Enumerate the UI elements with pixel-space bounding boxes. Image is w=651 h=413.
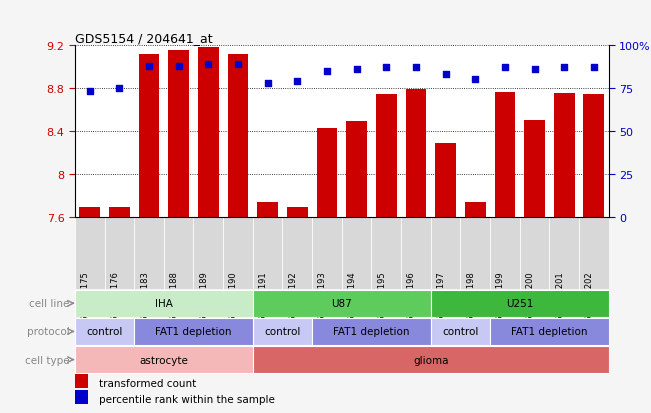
Text: control: control xyxy=(87,327,122,337)
Point xyxy=(144,63,154,70)
Bar xyxy=(109,208,130,217)
Point xyxy=(173,63,184,70)
Text: cell type: cell type xyxy=(25,355,70,365)
Bar xyxy=(524,121,545,217)
Bar xyxy=(257,202,278,217)
Bar xyxy=(312,318,431,345)
Point xyxy=(559,65,570,71)
Bar xyxy=(75,318,134,345)
Text: GDS5154 / 204641_at: GDS5154 / 204641_at xyxy=(75,32,212,45)
Text: control: control xyxy=(264,327,301,337)
Point xyxy=(114,85,124,92)
Text: astrocyte: astrocyte xyxy=(139,355,188,365)
Bar xyxy=(436,143,456,217)
Bar xyxy=(253,346,609,373)
Bar xyxy=(75,346,253,373)
Text: U87: U87 xyxy=(331,299,352,309)
Bar xyxy=(431,290,609,317)
Bar xyxy=(490,318,609,345)
Bar xyxy=(79,208,100,217)
Point xyxy=(500,65,510,71)
Text: percentile rank within the sample: percentile rank within the sample xyxy=(99,394,275,404)
Text: glioma: glioma xyxy=(413,355,449,365)
Bar xyxy=(495,93,515,217)
Text: FAT1 depletion: FAT1 depletion xyxy=(511,327,588,337)
Bar xyxy=(465,202,486,217)
Bar xyxy=(376,95,396,217)
Text: U251: U251 xyxy=(506,299,533,309)
Bar xyxy=(431,318,490,345)
Point xyxy=(381,65,391,71)
Point xyxy=(233,62,243,68)
Point xyxy=(322,68,332,75)
Text: FAT1 depletion: FAT1 depletion xyxy=(155,327,232,337)
Text: transformed count: transformed count xyxy=(99,378,196,388)
Bar xyxy=(554,94,575,217)
Bar xyxy=(139,55,159,217)
Point xyxy=(411,65,421,71)
Text: cell line: cell line xyxy=(29,299,70,309)
Text: protocol: protocol xyxy=(27,327,70,337)
Bar xyxy=(287,208,308,217)
Point xyxy=(352,66,362,73)
Point xyxy=(470,77,480,83)
Point xyxy=(440,72,450,78)
Bar xyxy=(253,290,431,317)
Text: FAT1 depletion: FAT1 depletion xyxy=(333,327,409,337)
Bar xyxy=(228,55,249,217)
Point xyxy=(262,80,273,87)
Bar xyxy=(316,128,337,217)
Bar xyxy=(75,375,89,388)
Bar xyxy=(583,95,604,217)
Point xyxy=(292,78,303,85)
Bar xyxy=(168,51,189,217)
Bar xyxy=(75,391,89,404)
Point xyxy=(85,89,95,95)
Bar xyxy=(253,318,312,345)
Point xyxy=(589,65,599,71)
Bar xyxy=(346,122,367,217)
Point xyxy=(203,62,214,68)
Bar xyxy=(134,318,253,345)
Bar xyxy=(406,90,426,217)
Text: control: control xyxy=(442,327,478,337)
Bar xyxy=(198,48,219,217)
Bar xyxy=(75,290,253,317)
Text: IHA: IHA xyxy=(155,299,173,309)
Point xyxy=(529,66,540,73)
